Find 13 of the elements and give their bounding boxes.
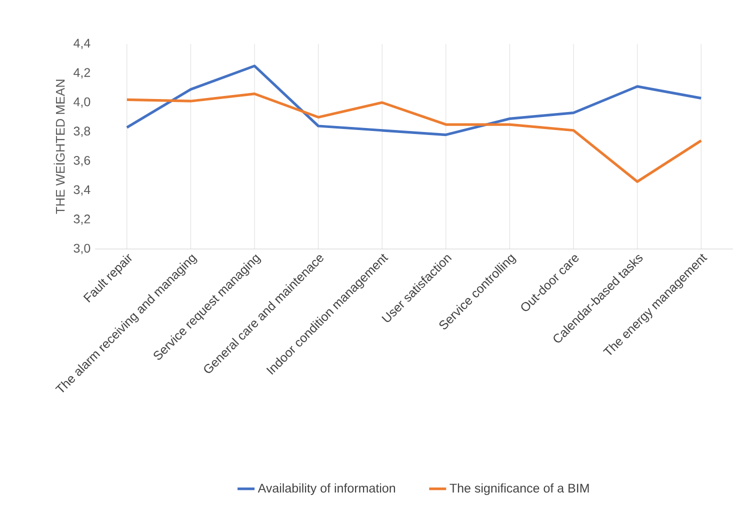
y-tick-label: 4,2 <box>74 68 90 78</box>
legend-label: The significance of a BIM <box>450 483 589 496</box>
legend-label: Availability of information <box>258 483 396 496</box>
y-tick-label: 3,8 <box>74 126 90 138</box>
y-axis-title: THE WEİGHTED MEAN <box>54 80 65 214</box>
y-tick-label: 3,4 <box>74 185 90 196</box>
line-series <box>126 64 702 136</box>
y-tick-label: 4,4 <box>74 38 90 50</box>
y-tick-label: 3,6 <box>74 156 90 166</box>
y-tick-label: 4,0 <box>74 97 90 108</box>
y-tick-label: 3,0 <box>74 244 90 254</box>
y-tick-label: 3,2 <box>74 214 90 225</box>
line-series <box>126 92 702 183</box>
